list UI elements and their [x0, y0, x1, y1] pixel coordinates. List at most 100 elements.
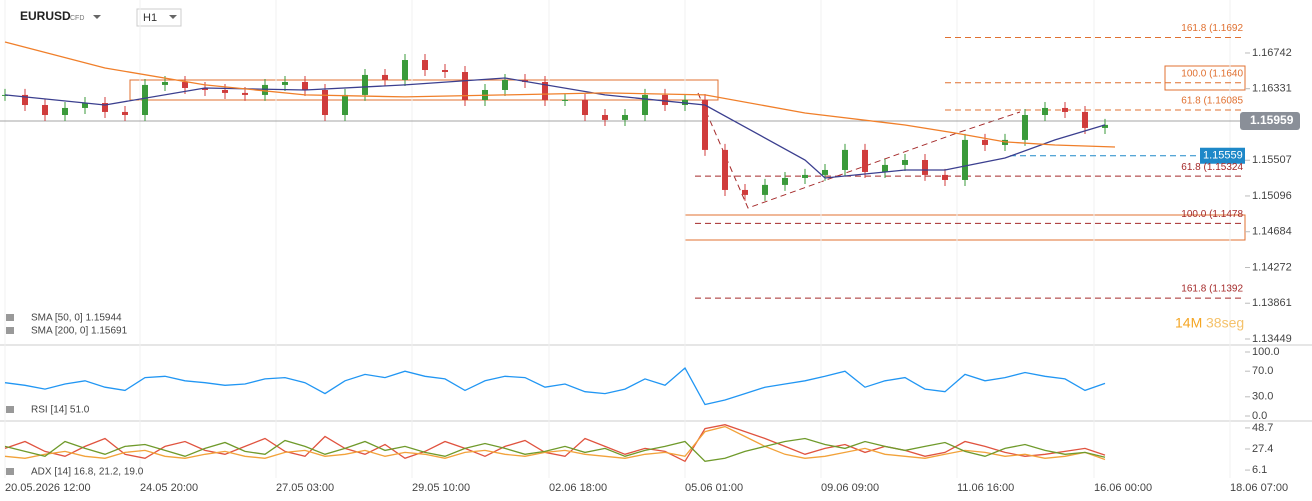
price-tag-label: 1.15559 — [1203, 150, 1243, 162]
candle — [322, 89, 328, 115]
x-tick-label: 05.06 01:00 — [685, 482, 743, 494]
fib-label: 61.8 (1.16085 — [1181, 96, 1243, 107]
candle — [602, 115, 608, 120]
x-tick-label: 27.05 03:00 — [276, 482, 334, 494]
candle — [1062, 107, 1068, 112]
legend-entry: RSI [14] 51.0 — [31, 405, 90, 416]
y-tick-label: 1.14272 — [1252, 261, 1292, 273]
y-tick-label: 30.0 — [1252, 391, 1273, 403]
candle — [222, 89, 228, 93]
candle — [262, 84, 268, 95]
candle — [402, 60, 408, 80]
series-line — [4, 41, 1116, 148]
candle — [162, 81, 168, 85]
x-tick-label: 20.05.2026 12:00 — [5, 482, 91, 494]
candle — [562, 99, 568, 101]
candle — [742, 189, 748, 195]
candle — [342, 94, 348, 115]
instrument-type: CFD — [70, 15, 84, 22]
candle — [582, 99, 588, 115]
pattern-line — [697, 92, 961, 209]
y-tick-label: 1.15096 — [1252, 190, 1292, 202]
timer-minutes: 14M — [1175, 315, 1202, 331]
candle — [382, 74, 388, 80]
candle — [362, 74, 368, 95]
candle — [1082, 111, 1088, 128]
x-tick-label: 18.06 07:00 — [1230, 482, 1288, 494]
candle — [462, 72, 468, 100]
candle — [662, 94, 668, 106]
fib-label: 61.8 (1.15324 — [1181, 162, 1243, 173]
candle — [542, 81, 548, 100]
y-tick-label: 100.0 — [1252, 346, 1280, 358]
pattern-line — [959, 111, 1021, 133]
y-tick-label: 48.7 — [1252, 422, 1273, 434]
y-tick-label: 0.0 — [1252, 410, 1267, 422]
candle — [302, 81, 308, 90]
timeframe-box[interactable] — [136, 8, 182, 27]
series-line — [4, 425, 1106, 461]
x-tick-label: 24.05 20:00 — [140, 482, 198, 494]
candle — [762, 184, 768, 195]
y-tick-label: 70.0 — [1252, 365, 1273, 377]
candle — [102, 103, 108, 112]
candle — [982, 139, 988, 145]
y-tick-label: 1.16331 — [1252, 83, 1292, 95]
candle — [182, 81, 188, 88]
x-tick-label: 11.06 16:00 — [957, 482, 1014, 494]
candle — [242, 92, 248, 95]
candle — [202, 87, 208, 90]
timer-seconds: 38seg — [1206, 315, 1244, 331]
candle — [1042, 107, 1048, 115]
price-tag — [1240, 111, 1300, 130]
toolbar: EURUSD CFD H1 — [20, 8, 182, 27]
zone-box — [129, 79, 719, 101]
legend-entry: SMA [50, 0] 1.15944 — [31, 313, 122, 324]
symbol[interactable]: EURUSD — [20, 9, 71, 23]
candle — [442, 70, 448, 73]
candle — [1022, 115, 1028, 140]
candle — [62, 107, 68, 115]
x-tick-label: 02.06 18:00 — [549, 482, 607, 494]
candle — [642, 94, 648, 115]
candle — [942, 174, 948, 180]
y-tick-label: 1.13449 — [1252, 333, 1292, 345]
dropdown-arrow[interactable] — [93, 15, 101, 19]
candle — [22, 94, 28, 106]
legend-entry: SMA [200, 0] 1.15691 — [31, 326, 128, 337]
candle — [1102, 124, 1108, 128]
candle — [282, 81, 288, 85]
series-line — [4, 424, 1106, 463]
x-tick-label: 16.06 00:00 — [1094, 482, 1152, 494]
series-line — [4, 437, 1106, 462]
candle — [702, 99, 708, 150]
legend-icon — [6, 327, 14, 334]
candle — [782, 177, 788, 185]
dropdown-arrow[interactable] — [169, 15, 177, 19]
y-tick-label: 1.15507 — [1252, 154, 1292, 166]
candle — [122, 111, 128, 115]
timeframe[interactable]: H1 — [143, 12, 157, 24]
legend-icon — [6, 314, 14, 321]
label-box — [1164, 65, 1246, 91]
candle — [822, 169, 828, 175]
candle — [902, 159, 908, 165]
candle — [82, 103, 88, 108]
fib-label: 100.0 (1.1640 — [1181, 68, 1243, 79]
x-tick-label: 09.06 09:00 — [821, 482, 879, 494]
candle — [42, 105, 48, 115]
fib-label: 161.8 (1.1692 — [1181, 23, 1243, 34]
candle — [422, 60, 428, 71]
candle — [882, 164, 888, 172]
candle — [502, 79, 508, 90]
legend-icon — [6, 406, 14, 413]
legend-icon — [6, 468, 14, 475]
legend-entry: ADX [14] 16.8, 21.2, 19.0 — [31, 467, 144, 478]
candle — [622, 115, 628, 120]
price-tag — [1200, 147, 1245, 164]
fib-label: 161.8 (1.1392 — [1181, 284, 1243, 295]
candle — [722, 149, 728, 190]
candle — [802, 174, 808, 178]
